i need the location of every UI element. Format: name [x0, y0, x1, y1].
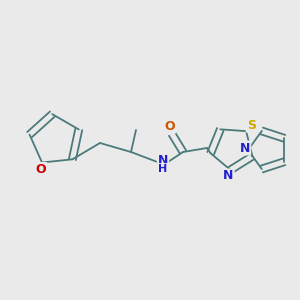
- Text: N: N: [158, 154, 168, 166]
- Text: N: N: [240, 142, 250, 154]
- Text: N: N: [223, 169, 234, 182]
- Text: O: O: [165, 119, 175, 133]
- Text: H: H: [158, 164, 168, 174]
- Text: S: S: [247, 118, 256, 132]
- Text: O: O: [36, 163, 46, 176]
